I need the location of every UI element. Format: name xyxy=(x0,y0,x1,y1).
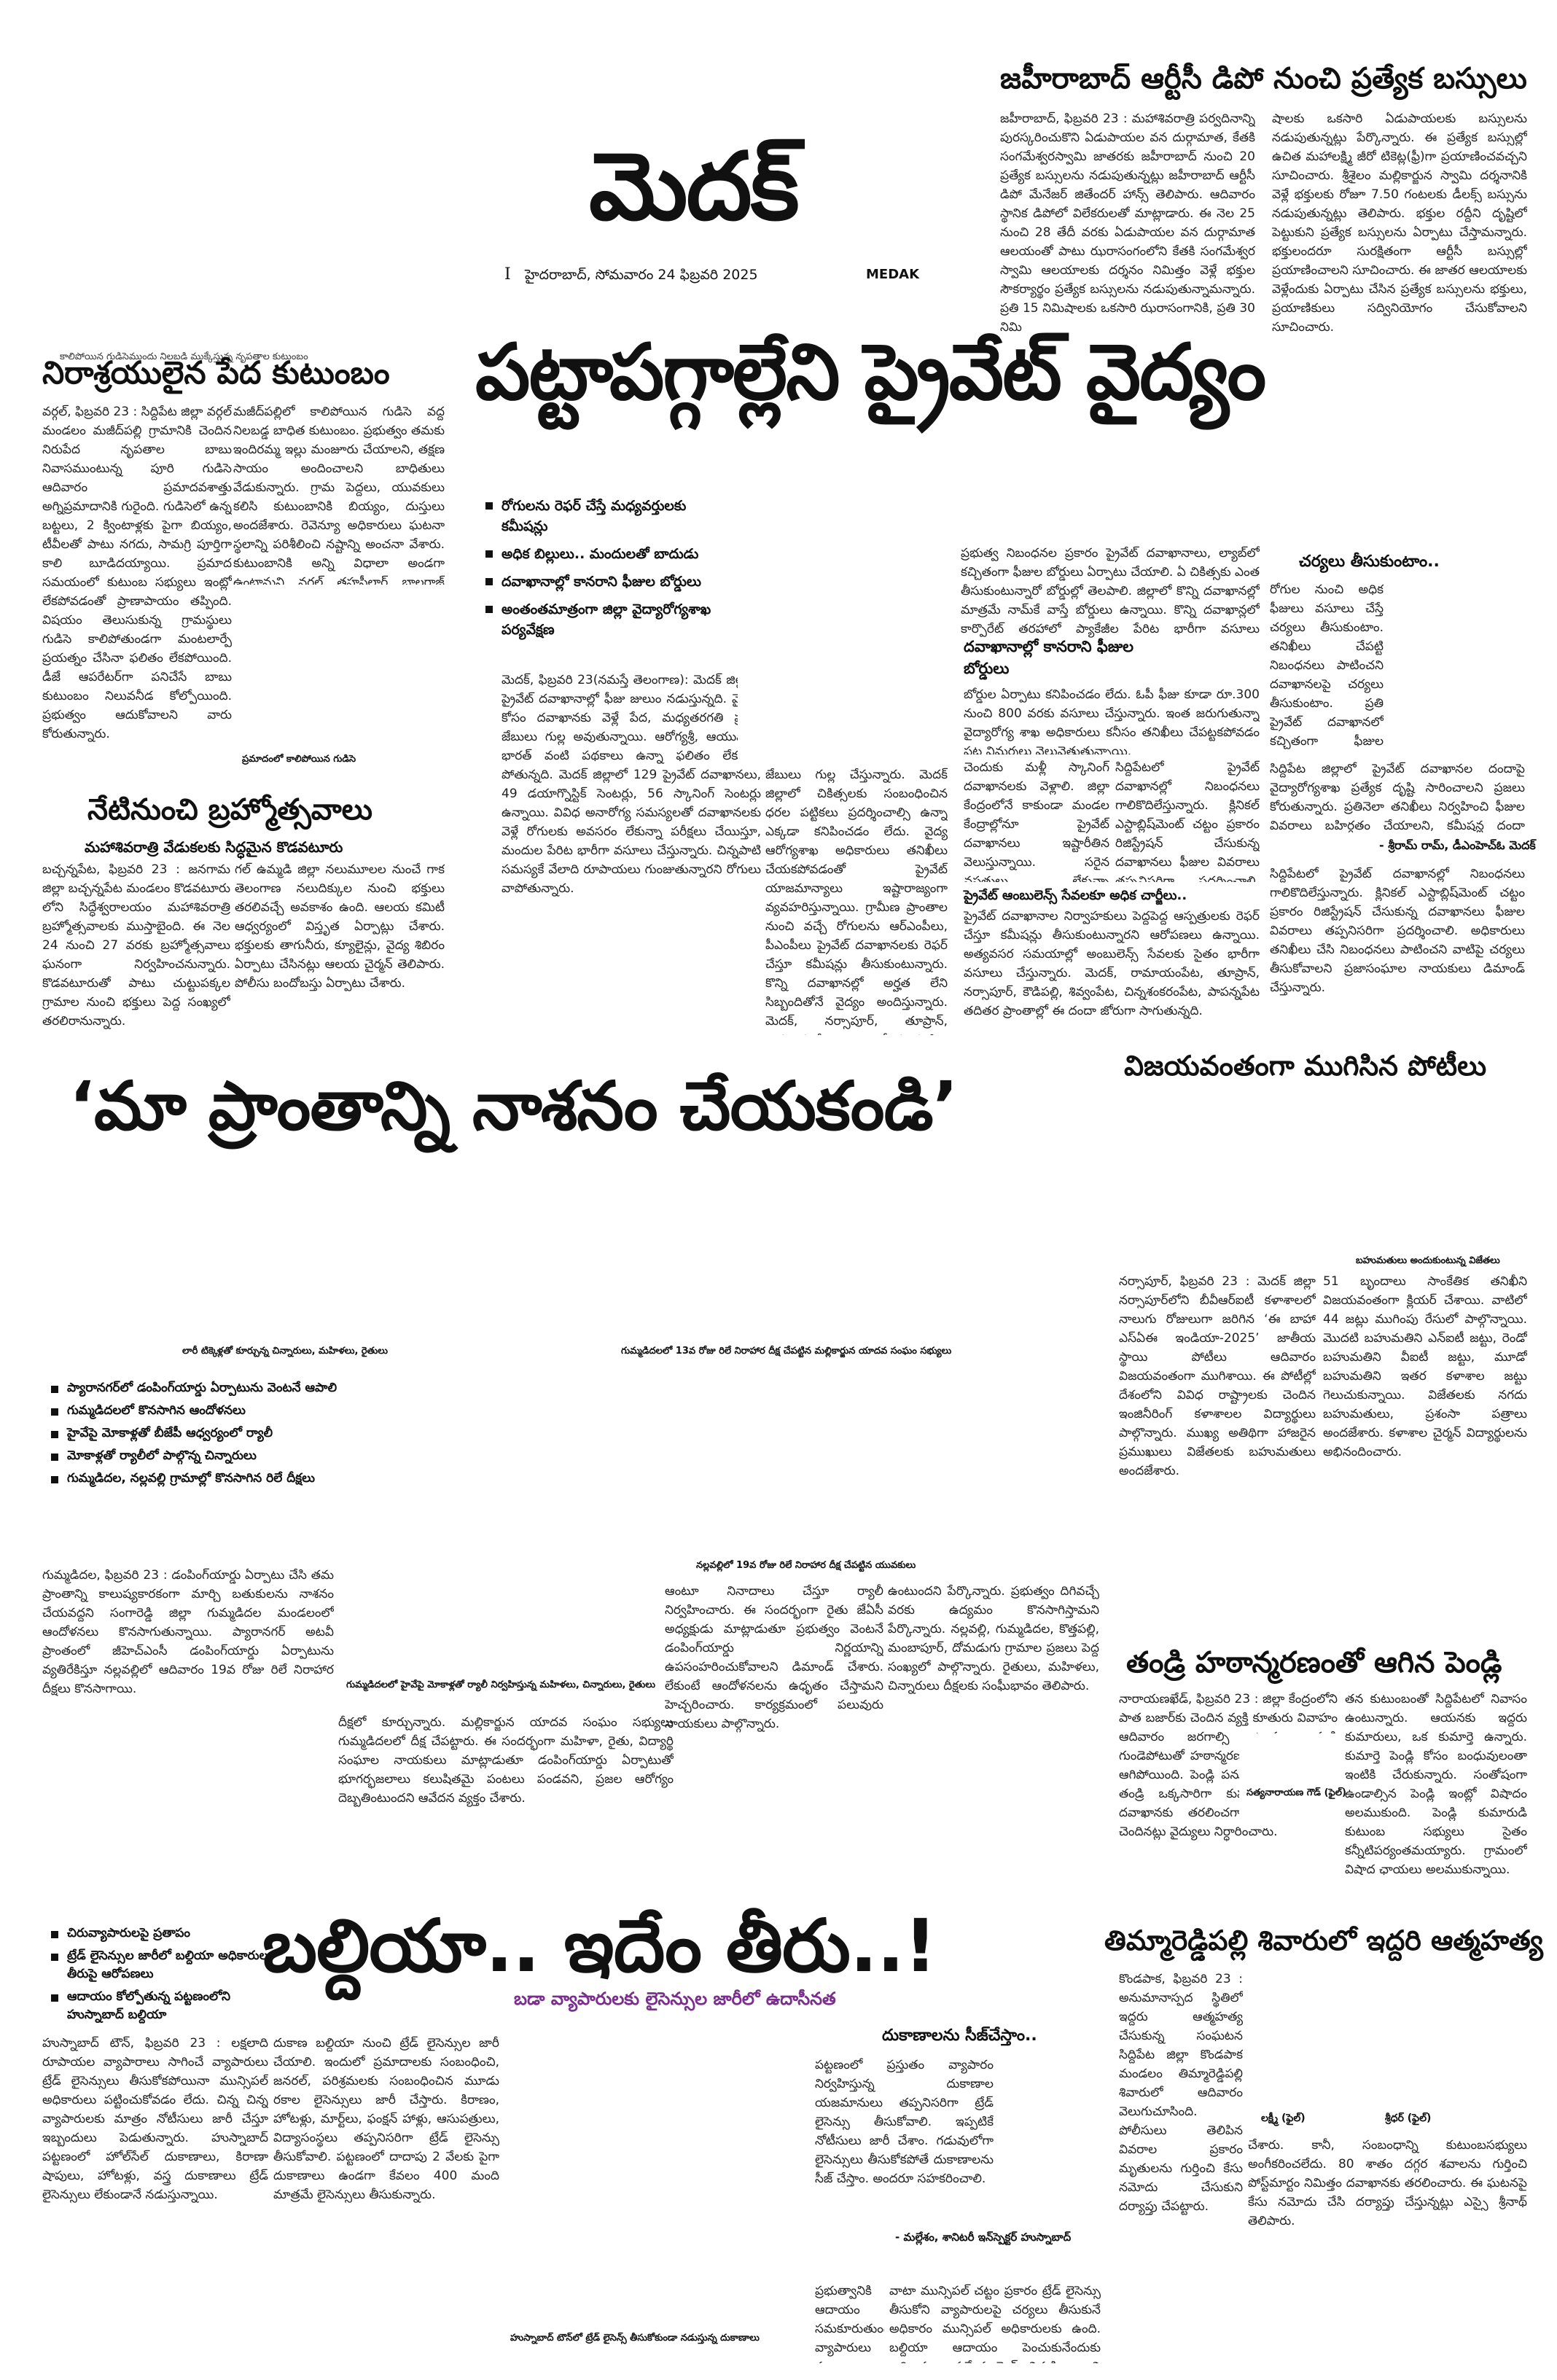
banner-bullet: హైవేపై మోకాళ్లతో బీజేపీ ఆధ్వర్యంలో ర్యాల… xyxy=(51,1424,343,1443)
banner-bullets: ప్యారానగర్‌లో డంపింగ్‌యార్డు ఏర్పాటును వ… xyxy=(51,1379,343,1492)
lead-sidebar: చర్యలు తీసుకుంటాం.. రోగుల నుంచి అధిక ఫీజ… xyxy=(1270,544,1536,1032)
lead-bullet: దవాఖానాల్లో కానరాని ఫీజుల బోర్డులు xyxy=(485,571,726,592)
bottom-col-3: వాటా మున్సిపల్ చట్టం ప్రకారం ట్రేడ్ లైసె… xyxy=(889,2284,1101,2363)
lead-headline: పట్టాపగ్గాల్లేని ప్రైవేట్ వైద్యం xyxy=(475,327,1266,417)
lead-sidebar-text: రోగుల నుంచి అధిక ఫీజులు వసూలు చేస్తే చర్… xyxy=(1270,582,1384,749)
top-right-col-2: షాలకు ఒకసారి ఏడుపాయలకు బస్సులను నడుపుతున… xyxy=(1272,112,1527,335)
banner-col-4: ఉంటుందని పేర్కొన్నారు. ప్రభుత్వం దిగివచ్… xyxy=(888,1584,1099,1693)
bottom-bullet: ఆదాయం కోల్పోతున్న పట్టణంలోని హుస్నాబాద్ … xyxy=(51,1988,270,2024)
lead-photo-2 xyxy=(1156,639,1258,704)
suicide-photo-1 xyxy=(1248,1983,1357,2107)
top-right-headline: జహీరాబాద్ ఆర్టీసీ డిపో నుంచి ప్రత్యేక బస… xyxy=(1000,62,1527,95)
suicide-photo-2 xyxy=(1363,1983,1472,2107)
bottom-col-2: దుకాణ బల్దియా నుంచి ట్రేడ్ లైసెన్సుల జార… xyxy=(273,2036,499,2202)
results-photo xyxy=(1119,1093,1527,1254)
wedding-photo-caption: సత్యనారాయణ గౌడ్ (ఫైల్) xyxy=(1246,1787,1346,1798)
bottom-col-4: ప్రభుత్వానికి ఆదాయం సమకూరుతుంది. వ్యాపార… xyxy=(815,2284,884,2363)
bottom-bullet: ట్రేడ్ లైసెన్సుల జారీలో బల్దియా అధికారుల… xyxy=(51,1947,270,1983)
bottom-sidebar: దుకాణాలను సీజ్‌చేస్తాం.. పట్టణంలో ప్రస్త… xyxy=(815,2022,1103,2277)
bottom-headline: బల్దియా.. ఇదేం తీరు..! xyxy=(262,1903,937,1989)
page-number: I xyxy=(504,265,511,284)
lead-bullet: అంతంతమాత్రంగా జిల్లా వైద్యారోగ్యశాఖ పర్య… xyxy=(485,599,726,640)
banner-bullet: గుమ్మడిదల, నల్లవల్లి గ్రామాల్లో కొనసాగిన… xyxy=(51,1470,343,1488)
lead-col-4: చెందుకు మళ్లీ స్కానింగ్ దవాఖానలకు వెళ్లా… xyxy=(964,760,1109,882)
bottom-subhead: బడా వ్యాపారులకు లైసెన్సుల జారీలో ఉదాసీనత xyxy=(514,1989,836,2009)
left-headline: నిరాశ్రయులైన పేద కుటుంబం xyxy=(42,355,390,391)
banner-photo-2-caption: గుమ్మడిదలలో 13వ రోజు రిలే నిరాహార దీక్ష … xyxy=(621,1346,952,1357)
bottom-bullets: చిరువ్యాపారులపై ప్రతాపం ట్రేడ్ లైసెన్సుల… xyxy=(51,1924,270,2029)
suicide-photo-1-caption: లక్ష్మీ (ఫైల్) xyxy=(1261,2112,1306,2124)
bottom-col-1: హుస్నాబాద్ టౌన్, ఫిబ్రవరి 23 : లక్షలాది … xyxy=(42,2036,268,2202)
festival-headline: నేటినుంచి బ్రహ్మోత్సవాలు xyxy=(87,793,372,827)
banner-mid-caption: నల్లవల్లిలో 19వ రోజు రిలే నిరాహార దీక్ష … xyxy=(696,1560,916,1571)
wedding-photo xyxy=(1239,1733,1349,1828)
suicide-col-2: చేశారు. కానీ, సంబంధాన్ని కుటుంబసభ్యులు అ… xyxy=(1248,2138,1527,2228)
banner-bullet: ప్యారానగర్‌లో డంపింగ్‌యార్డు ఏర్పాటును వ… xyxy=(51,1379,343,1397)
left-col-2: మజీద్‌పల్లిలో కాలిపోయిన గుడిసె వద్ద నిలబ… xyxy=(233,405,445,585)
top-right-col-1: జహీరాబాద్, ఫిబ్రవరి 23 : మహాశివరాత్రి పర… xyxy=(1000,112,1255,335)
festival-subhead: మహాశివరాత్రి వేడుకలకు సిద్ధమైన కొడవటూరు xyxy=(85,838,343,856)
left-photo xyxy=(233,590,445,758)
lead-sidebar-text-3: సిద్దిపేటలో ప్రైవేట్ దవాఖానల్లో నిబంధనలు… xyxy=(1270,867,1525,995)
banner-col-1: గుమ్మడిదల, ఫిబ్రవరి 23 : డంపింగ్‌యార్డు … xyxy=(42,1568,334,1696)
bottom-bullet: చిరువ్యాపారులపై ప్రతాపం xyxy=(51,1924,270,1943)
lead-sub1-text: బోర్డుల ఏర్పాటు కనిపించడం లేదు. ఓపీ ఫీజు… xyxy=(964,687,1260,754)
lead-subhead-1-text: దవాఖానాల్లో కానరాని ఫీజుల బోర్డులు xyxy=(964,638,1134,677)
lead-col-3: ప్రభుత్వ నిబంధనల ప్రకారం ప్రైవేట్ దవాఖాన… xyxy=(961,546,1260,636)
bottom-photo-main xyxy=(503,2023,809,2329)
results-col-1: నర్సాపూర్, ఫిబ్రవరి 23 : మెదక్ జిల్లా నర… xyxy=(1119,1274,1316,1478)
lead-bullet: అధిక బిల్లులు.. మందులతో బాదుడు xyxy=(485,544,726,564)
lead-photo xyxy=(738,503,956,765)
banner-photo-4 xyxy=(338,1575,674,1677)
bottom-sidebar-title: దుకాణాలను సీజ్‌చేస్తాం.. xyxy=(882,2026,1037,2045)
festival-col-2: గల్ ఉమ్మడి జిల్లా నలుమూలల నుంచే గాక తెలం… xyxy=(235,862,445,991)
edition-label: MEDAK xyxy=(866,267,920,282)
suicide-headline: తిమ్మారెడ్డిపల్లి శివారులో ఇద్దరి ఆత్మహత… xyxy=(1104,1924,1543,1956)
lead-sidebar-text-2: సిద్దిపేట జిల్లాలో ప్రైవేట్ దవాఖానల దందా… xyxy=(1270,762,1525,832)
banner-bullet: గుమ్మడిదలలో కొనసాగిన ఆందోళనలు xyxy=(51,1402,343,1420)
official-photo xyxy=(1386,580,1525,748)
lead-bullet: రోగులను రెఫర్ చేస్తే మధ్యవర్తులకు కమీషన్… xyxy=(485,496,726,537)
banner-col-2: దీక్షలో కూర్చున్నారు. మల్లికార్జున యాదవ … xyxy=(338,1715,674,1806)
lead-sidebar-quote: - శ్రీరామ్ రామ్, డీఎంహెచ్‌ఓ మెదక్ xyxy=(1379,838,1536,852)
wedding-col-2: తన కుటుంబంతో సిద్దిపేటలో నివాసం ఉంటున్నా… xyxy=(1345,1692,1527,1877)
lead-subhead-1: దవాఖానాల్లో కానరాని ఫీజుల బోర్డులు xyxy=(964,636,1153,679)
results-col-2: 51 బృందాలు సాంకేతిక తనిఖీని విజయవంతంగా క… xyxy=(1323,1274,1527,1459)
suicide-photo-2-caption: శ్రీధర్ (ఫైల్) xyxy=(1385,2112,1432,2124)
lead-subhead-2: ప్రైవేట్ ఆంబులెన్స్ సేవలకూ అధిక చార్జీలు… xyxy=(964,888,1187,903)
banner-photo-3 xyxy=(343,1370,1101,1558)
banner-small-caption: గుమ్మడిదలలో హైవేపై మోకాళ్లతో ర్యాలీ నిర్… xyxy=(346,1679,655,1690)
banner-photo-1 xyxy=(29,1155,620,1341)
lead-sidebar-title: చర్యలు తీసుకుంటాం.. xyxy=(1299,553,1440,571)
lead-sub2-text: ప్రైవేట్ దవాఖానాల నిర్వాహకులు పెద్దపెద్ద… xyxy=(964,909,1260,1018)
banner-headline: ‘మా ప్రాంతాన్ని నాశనం చేయకండి’ xyxy=(69,1067,958,1145)
masthead: మెదక్ I హైదరాబాద్, సోమవారం 24 ఫిబ్రవరి 2… xyxy=(29,117,926,299)
bottom-sidebar-text: పట్టణంలో ప్రస్తుతం వ్యాపారం నిర్వహిస్తున… xyxy=(815,2058,994,2186)
lead-col-5: సిద్దిపేటలో ప్రైవేట్ దవాఖానల్లో నిబంధనలు… xyxy=(1115,760,1260,882)
bottom-sidebar-quote: - మల్లేశం, శానిటరీ ఇన్‌స్పెక్టర్ హుస్నాబ… xyxy=(895,2231,1072,2244)
suicide-col-1: కొండపాక, ఫిబ్రవరి 23 : అనుమానాస్పద స్థిత… xyxy=(1119,1972,1243,2214)
inspector-photo xyxy=(997,2056,1103,2194)
banner-photo-2 xyxy=(627,1155,1101,1341)
left-photo-kicker: కాలిపోయిన గుడిసెముందు నిలబడి ముక్కేస్తున… xyxy=(60,351,308,362)
lead-col-1: మెదక్, ఫిబ్రవరి 23(నమస్తే తెలంగాణ): మెదక… xyxy=(502,673,761,896)
results-headline: విజయవంతంగా ముగిసిన పోటీలు xyxy=(1124,1050,1487,1082)
banner-bullet: మోకాళ్లతో ర్యాలీలో పాల్గొన్న చిన్నారులు xyxy=(51,1447,343,1465)
dateline: హైదరాబాద్, సోమవారం 24 ఫిబ్రవరి 2025 xyxy=(525,267,758,283)
banner-col-3: ఆంటూ నినాదాలు చేస్తూ ర్యాలీ నిర్వహించారు… xyxy=(665,1584,883,1731)
festival-col-1: బచ్చన్నపేట, ఫిబ్రవరి 23 : జనగామ జిల్లా బ… xyxy=(42,862,230,1029)
left-photo-caption: ప్రమాదంలో కాలిపోయిన గుడిసె xyxy=(242,754,356,765)
wedding-headline: తండ్రి హఠాన్మరణంతో ఆగిన పెండ్లి xyxy=(1126,1646,1502,1679)
lead-bullets: రోగులను రెఫర్ చేస్తే మధ్యవర్తులకు కమీషన్… xyxy=(485,496,726,647)
lead-col-2: జేబులు గుల్ల చేస్తున్నారు. మెదక్ జిల్లాల… xyxy=(765,768,948,1035)
bottom-caption: హుస్నాబాద్ టౌన్‌లో ట్రేడ్ లైసెన్స్ తీసుక… xyxy=(510,2333,760,2344)
results-caption: బహుమతులు అందుకుంటున్న విజేతలు xyxy=(1356,1255,1500,1266)
left-col-1: వర్గల్, ఫిబ్రవరి 23 : సిద్దిపేట జిల్లా వ… xyxy=(42,405,232,741)
banner-photo-1-caption: లారీ టిక్కెళ్లతో కూర్చున్న చిన్నారులు, మ… xyxy=(182,1346,388,1357)
masthead-title: మెదక్ xyxy=(589,133,800,241)
